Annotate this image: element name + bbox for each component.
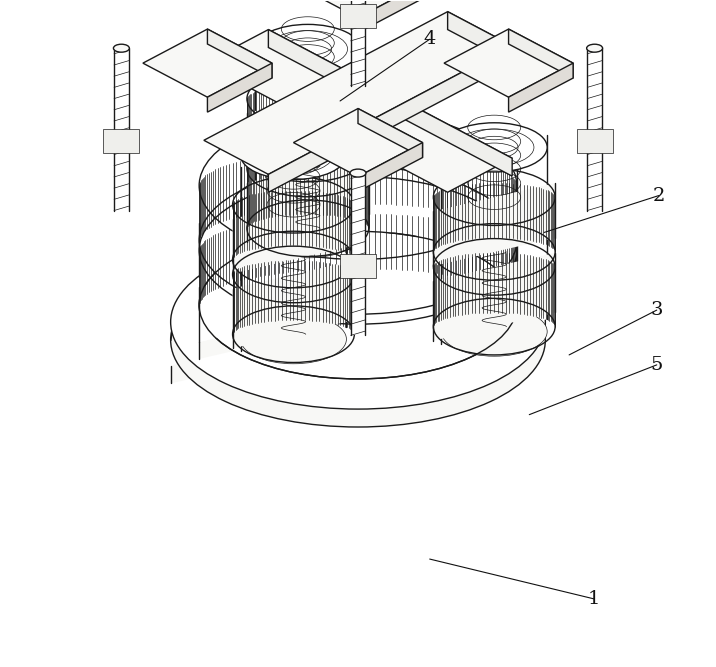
Text: 3: 3 (651, 301, 663, 319)
Ellipse shape (255, 25, 361, 73)
Polygon shape (340, 253, 376, 277)
Ellipse shape (255, 209, 361, 258)
Polygon shape (433, 183, 555, 266)
Text: 5: 5 (651, 356, 663, 374)
Ellipse shape (170, 253, 546, 427)
Ellipse shape (441, 307, 547, 356)
Polygon shape (587, 48, 602, 211)
Ellipse shape (241, 130, 347, 179)
Polygon shape (444, 29, 573, 97)
Polygon shape (441, 135, 547, 344)
Polygon shape (268, 46, 512, 192)
Polygon shape (351, 0, 365, 85)
Ellipse shape (170, 235, 546, 409)
Polygon shape (204, 11, 512, 174)
Polygon shape (104, 129, 140, 153)
Polygon shape (233, 260, 354, 348)
Polygon shape (294, 109, 422, 177)
Polygon shape (268, 29, 512, 176)
Polygon shape (340, 4, 376, 28)
Polygon shape (208, 63, 272, 112)
Polygon shape (143, 29, 272, 97)
Polygon shape (358, 0, 422, 33)
Polygon shape (433, 253, 555, 341)
Polygon shape (233, 191, 354, 273)
Polygon shape (508, 29, 573, 78)
Polygon shape (351, 173, 365, 336)
Polygon shape (358, 109, 422, 157)
Ellipse shape (350, 169, 366, 177)
Polygon shape (199, 149, 517, 277)
Polygon shape (358, 143, 422, 191)
Text: 4: 4 (423, 30, 436, 48)
Polygon shape (199, 268, 517, 359)
Polygon shape (114, 48, 129, 211)
Polygon shape (247, 85, 369, 167)
Polygon shape (204, 29, 512, 192)
Ellipse shape (241, 315, 347, 364)
Ellipse shape (586, 44, 603, 52)
Polygon shape (170, 279, 546, 384)
Polygon shape (199, 213, 517, 342)
Polygon shape (247, 154, 369, 242)
Text: 2: 2 (652, 187, 665, 205)
Ellipse shape (199, 231, 517, 379)
Ellipse shape (441, 123, 547, 172)
Ellipse shape (113, 44, 130, 52)
Polygon shape (294, 0, 422, 18)
Polygon shape (448, 11, 512, 63)
Polygon shape (208, 29, 272, 78)
Text: 1: 1 (588, 590, 600, 608)
Polygon shape (241, 143, 347, 352)
Polygon shape (576, 129, 612, 153)
Polygon shape (255, 37, 361, 245)
Polygon shape (508, 63, 573, 112)
